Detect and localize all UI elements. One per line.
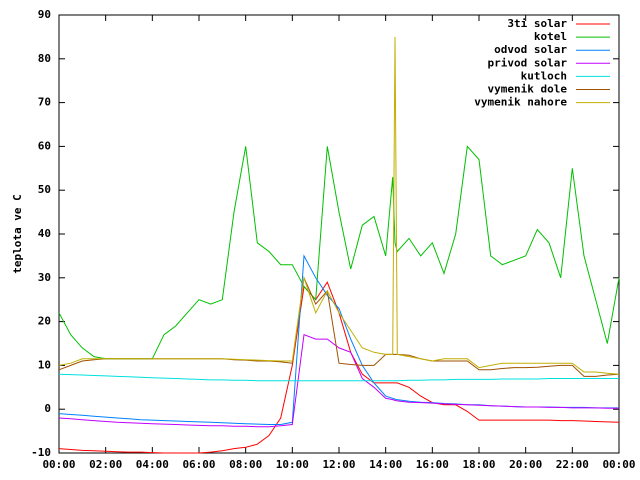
y-tick-label: 90 xyxy=(38,8,51,21)
x-tick-label: 22:00 xyxy=(556,458,589,471)
x-tick-label: 20:00 xyxy=(509,458,542,471)
x-tick-label: 00:00 xyxy=(42,458,75,471)
series-line xyxy=(58,36,620,375)
series-line xyxy=(58,334,619,428)
legend-label: odvod solar xyxy=(494,43,567,56)
x-tick-label: 02:00 xyxy=(89,458,122,471)
y-tick-label: -10 xyxy=(31,446,51,459)
x-tick-label: 04:00 xyxy=(136,458,169,471)
series-line xyxy=(58,254,619,425)
y-tick-label: 50 xyxy=(38,183,51,196)
y-tick-label: 20 xyxy=(38,315,51,328)
x-tick-label: 06:00 xyxy=(182,458,215,471)
legend-label: vymenik dole xyxy=(488,83,568,96)
y-tick-label: 30 xyxy=(38,271,51,284)
x-tick-label: 00:00 xyxy=(602,458,635,471)
legend-label: kotel xyxy=(534,30,567,43)
legend-label: 3ti solar xyxy=(507,17,567,30)
y-tick-label: 0 xyxy=(44,402,51,415)
y-tick-label: 60 xyxy=(38,139,51,152)
x-tick-label: 16:00 xyxy=(416,458,449,471)
y-tick-label: 40 xyxy=(38,227,51,240)
legend-label: kutloch xyxy=(521,69,567,82)
series-line xyxy=(58,373,619,382)
legend-label: privod solar xyxy=(488,56,568,69)
x-tick-label: 12:00 xyxy=(322,458,355,471)
y-tick-label: 10 xyxy=(38,358,51,371)
legend-label: vymenik nahore xyxy=(474,96,567,109)
y-tick-label: 70 xyxy=(38,96,51,109)
x-tick-label: 18:00 xyxy=(462,458,495,471)
y-tick-label: 80 xyxy=(38,52,51,65)
y-axis-label: teplota ve C xyxy=(11,194,24,273)
x-tick-label: 08:00 xyxy=(229,458,262,471)
x-tick-label: 14:00 xyxy=(369,458,402,471)
series-line xyxy=(58,145,620,360)
x-tick-label: 10:00 xyxy=(276,458,309,471)
series-line xyxy=(58,275,620,377)
